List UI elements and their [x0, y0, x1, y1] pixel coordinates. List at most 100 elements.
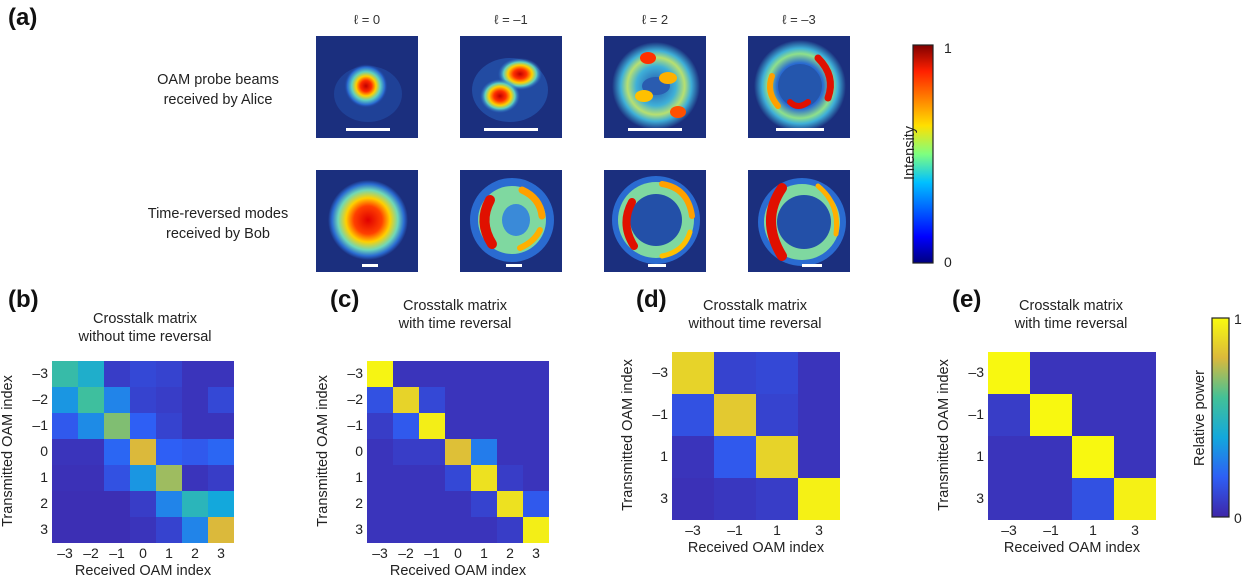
heatmap-cell-b-r4-c4	[156, 465, 183, 492]
heatmap-grid-d	[672, 352, 840, 520]
heatmap-cell-e-r3-c0	[988, 478, 1031, 520]
heatmap-cell-b-r4-c0	[52, 465, 79, 492]
heatmap-cell-c-r5-c4	[471, 491, 498, 518]
heatmap-cell-b-r2-c2	[104, 413, 131, 440]
heatmap-cell-d-r0-c0	[672, 352, 715, 395]
heatmap-xtick-b-4: 1	[165, 545, 173, 561]
heatmap-xtick-d-1: –1	[727, 522, 743, 538]
heatmap-xtick-c-6: 3	[532, 545, 540, 561]
heatmap-ytick-b-6: 3	[40, 521, 48, 537]
heatmap-cell-b-r5-c5	[182, 491, 209, 518]
intensity-colorbar	[912, 44, 934, 264]
heatmap-cell-b-r0-c1	[78, 361, 105, 388]
heatmap-cell-c-r6-c5	[497, 517, 524, 543]
heatmap-cell-b-r1-c6	[208, 387, 234, 414]
heatmap-cell-c-r4-c0	[367, 465, 394, 492]
heatmap-cell-e-r0-c2	[1072, 352, 1115, 395]
heatmap-title-line1-d: Crosstalk matrix	[703, 298, 807, 314]
heatmap-cell-b-r1-c0	[52, 387, 79, 414]
heatmap-ytick-c-4: 1	[355, 469, 363, 485]
heatmap-ytick-b-4: 1	[40, 469, 48, 485]
heatmap-cell-c-r2-c2	[419, 413, 446, 440]
beam-bob-lm1	[460, 170, 562, 272]
heatmap-cell-c-r1-c1	[393, 387, 420, 414]
intensity-colorbar-max: 1	[944, 40, 952, 56]
heatmap-cell-d-r2-c3	[798, 436, 840, 479]
beam-alice-lm1	[460, 36, 562, 138]
heatmap-cell-c-r1-c3	[445, 387, 472, 414]
heatmap-cell-b-r4-c6	[208, 465, 234, 492]
heatmap-xtick-c-3: 0	[454, 545, 462, 561]
heatmap-ytick-c-0: –3	[347, 365, 363, 381]
row-label-alice-line1: OAM probe beams	[157, 72, 279, 88]
heatmap-cell-b-r3-c6	[208, 439, 234, 466]
heatmap-cell-e-r1-c0	[988, 394, 1031, 437]
heatmap-cell-d-r1-c1	[714, 394, 757, 437]
heatmap-xtick-d-2: 1	[773, 522, 781, 538]
heatmap-ytick-e-3: 3	[976, 490, 984, 506]
heatmap-ytick-c-6: 3	[355, 521, 363, 537]
heatmap-ytick-b-2: –1	[32, 417, 48, 433]
heatmap-cell-c-r5-c2	[419, 491, 446, 518]
beam-bob-l0	[316, 170, 418, 272]
heatmap-cell-e-r3-c1	[1030, 478, 1073, 520]
heatmap-title-line1-c: Crosstalk matrix	[403, 298, 507, 314]
relative-power-colorbar	[1211, 317, 1230, 518]
heatmap-cell-b-r0-c0	[52, 361, 79, 388]
column-title-lm3: ℓ = –3	[782, 12, 816, 27]
heatmap-xtick-c-0: –3	[372, 545, 388, 561]
heatmap-cell-c-r2-c4	[471, 413, 498, 440]
heatmap-xtick-c-4: 1	[480, 545, 488, 561]
heatmap-cell-e-r1-c2	[1072, 394, 1115, 437]
heatmap-cell-e-r2-c2	[1072, 436, 1115, 479]
heatmap-cell-d-r2-c2	[756, 436, 799, 479]
panel-label-b: (b)	[8, 286, 39, 313]
heatmap-panel-e: Crosstalk matrix with time reversal –3 –1 1 3…	[936, 298, 1156, 556]
heatmap-grid-b	[52, 361, 234, 543]
heatmap-cell-c-r3-c0	[367, 439, 394, 466]
heatmap-cell-c-r2-c0	[367, 413, 394, 440]
heatmap-cell-c-r1-c4	[471, 387, 498, 414]
heatmap-cell-c-r2-c6	[523, 413, 549, 440]
heatmap-cell-c-r5-c3	[445, 491, 472, 518]
heatmap-cell-b-r6-c5	[182, 517, 209, 543]
heatmap-panel-d: Crosstalk matrix without time reversal –3 –…	[620, 298, 840, 556]
heatmap-cell-e-r2-c3	[1114, 436, 1156, 479]
heatmap-cell-c-r1-c0	[367, 387, 394, 414]
heatmap-cell-c-r0-c5	[497, 361, 524, 388]
heatmap-cell-d-r0-c3	[798, 352, 840, 395]
heatmap-xtick-b-2: –1	[109, 545, 125, 561]
heatmap-cell-b-r6-c6	[208, 517, 234, 543]
heatmap-cell-c-r3-c5	[497, 439, 524, 466]
heatmap-cell-b-r5-c6	[208, 491, 234, 518]
heatmap-cell-e-r0-c0	[988, 352, 1031, 395]
heatmap-cell-b-r4-c5	[182, 465, 209, 492]
heatmap-cell-b-r4-c1	[78, 465, 105, 492]
heatmap-cell-b-r1-c1	[78, 387, 105, 414]
heatmap-cell-e-r3-c3	[1114, 478, 1156, 520]
heatmap-cell-c-r0-c6	[523, 361, 549, 388]
beam-bob-l2	[604, 170, 706, 272]
heatmap-cell-d-r1-c0	[672, 394, 715, 437]
heatmap-cell-c-r6-c4	[471, 517, 498, 543]
heatmap-cell-c-r5-c1	[393, 491, 420, 518]
heatmap-title-line2-b: without time reversal	[78, 329, 212, 345]
heatmap-cell-d-r3-c0	[672, 478, 715, 520]
heatmap-cell-c-r5-c5	[497, 491, 524, 518]
heatmap-cell-b-r0-c4	[156, 361, 183, 388]
column-title-l2: ℓ = 2	[641, 12, 669, 27]
heatmap-ytick-d-2: 1	[660, 448, 668, 464]
heatmap-cell-b-r2-c0	[52, 413, 79, 440]
heatmap-cell-c-r6-c3	[445, 517, 472, 543]
heatmap-cell-b-r6-c4	[156, 517, 183, 543]
heatmap-cell-c-r0-c3	[445, 361, 472, 388]
heatmap-cell-b-r6-c1	[78, 517, 105, 543]
heatmap-title-line1-b: Crosstalk matrix	[93, 311, 197, 327]
heatmap-cell-b-r6-c0	[52, 517, 79, 543]
heatmap-cell-b-r3-c2	[104, 439, 131, 466]
heatmap-xtick-b-6: 3	[217, 545, 225, 561]
heatmap-xtick-c-5: 2	[506, 545, 514, 561]
heatmap-cell-e-r0-c1	[1030, 352, 1073, 395]
heatmap-cell-c-r0-c1	[393, 361, 420, 388]
panel-label-e: (e)	[952, 286, 982, 313]
